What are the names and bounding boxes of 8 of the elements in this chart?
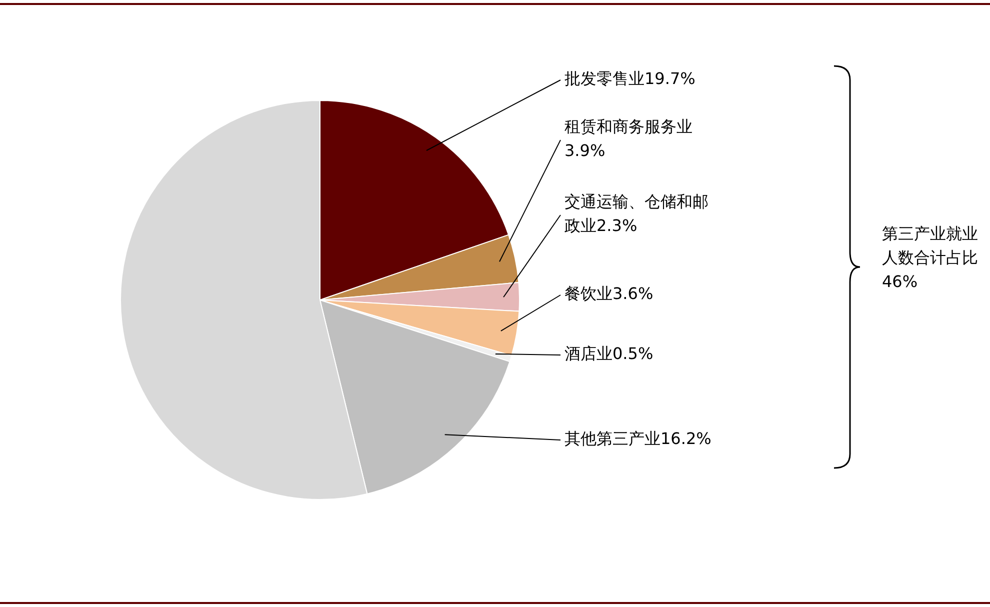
text: 第三产业就业人数合计占比46% [882,223,979,293]
slice-label: 餐饮业3.6% [564,284,654,304]
data-label: 3.9% [564,141,606,160]
slice-label: 其他第三产业16.2% [564,429,712,448]
slice-label: 酒店业0.5% [564,344,654,364]
slice-label: 批发零售业19.7% [564,69,696,88]
slice-label: 交通运输、仓储和邮政业2.3% [564,192,708,236]
slice-label: 租赁和商务服务业 [564,117,692,136]
